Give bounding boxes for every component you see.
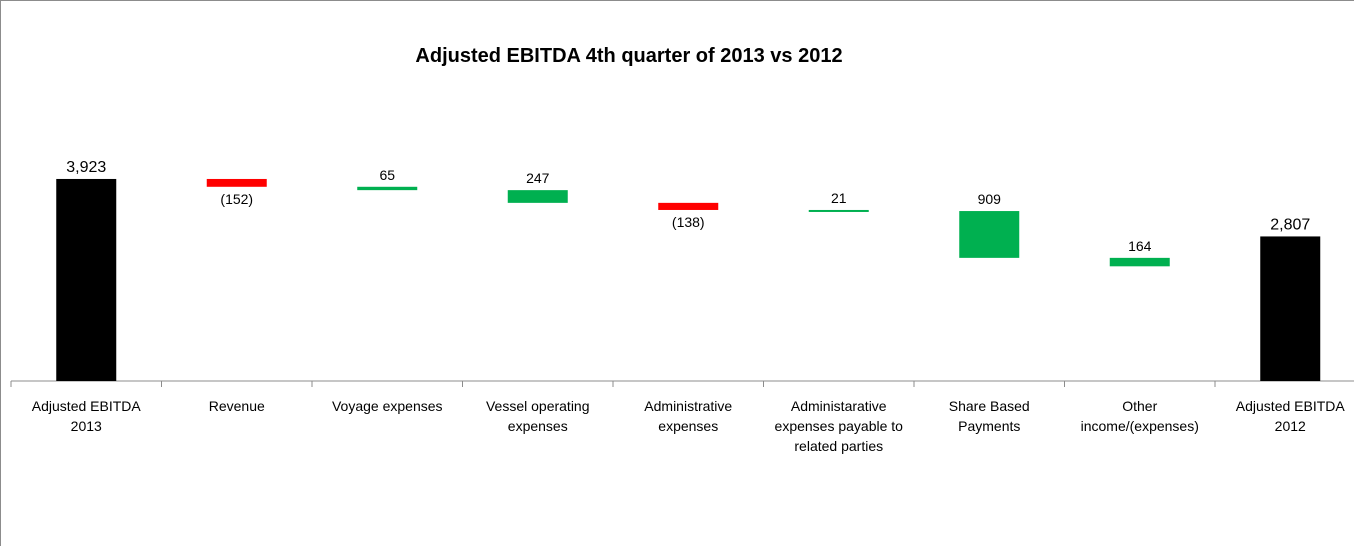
waterfall-bar <box>1109 257 1170 267</box>
waterfall-bar <box>357 186 418 191</box>
waterfall-bar <box>808 209 869 212</box>
category-label: Administarative expenses payable to relate… <box>775 398 904 454</box>
data-label: 2,807 <box>1270 216 1310 233</box>
category-label: Adjusted EBITDA 2012 <box>1236 398 1346 434</box>
waterfall-bar <box>206 178 267 187</box>
chart-title: Adjusted EBITDA 4th quarter of 2013 vs 2… <box>415 45 843 67</box>
data-label: 909 <box>978 191 1002 207</box>
category-label: Vessel operating expenses <box>486 398 590 434</box>
category-label: Share Based Payments <box>949 398 1030 434</box>
data-label: 21 <box>831 190 847 206</box>
category-label: Other income/(expenses) <box>1081 398 1199 434</box>
category-label: Revenue <box>209 398 265 414</box>
waterfall-bar <box>1260 236 1321 381</box>
waterfall-bar <box>658 202 719 210</box>
data-label: 3,923 <box>66 159 106 176</box>
category-label: Voyage expenses <box>332 398 443 414</box>
category-label: Adjusted EBITDA 2013 <box>32 398 142 434</box>
waterfall-bar <box>56 178 117 381</box>
data-label: 247 <box>526 170 550 186</box>
data-label: 65 <box>379 167 395 183</box>
waterfall-bar <box>959 211 1020 258</box>
data-label: (138) <box>672 214 705 230</box>
data-label: (152) <box>220 191 253 207</box>
category-label: Administrative expenses <box>644 398 732 434</box>
data-label: 164 <box>1128 238 1152 254</box>
waterfall-bar <box>507 190 568 203</box>
